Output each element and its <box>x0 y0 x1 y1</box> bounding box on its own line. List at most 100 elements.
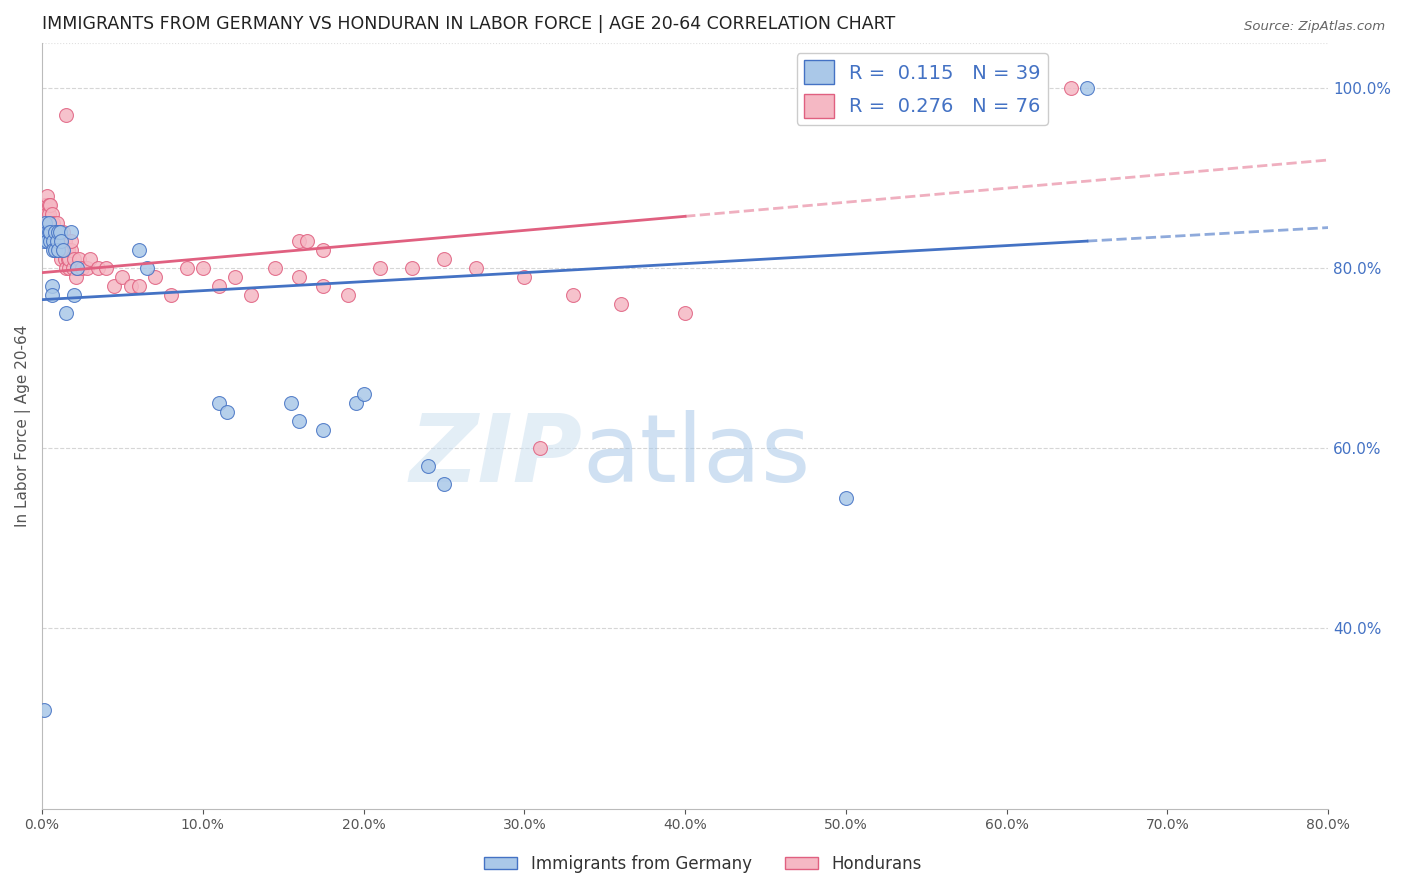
Point <box>58 252 80 266</box>
Point <box>46 243 69 257</box>
Point <box>46 234 69 248</box>
Point <box>41 225 63 239</box>
Point <box>297 234 319 248</box>
Point <box>312 243 335 257</box>
Point <box>344 396 367 410</box>
Point <box>191 261 214 276</box>
Point <box>42 216 65 230</box>
Point <box>312 279 335 293</box>
Point <box>208 396 231 410</box>
Point <box>368 261 391 276</box>
Point <box>96 261 118 276</box>
Point <box>143 270 166 285</box>
Point <box>120 279 142 293</box>
Point <box>38 207 60 221</box>
Point <box>53 234 76 248</box>
Point <box>465 261 488 276</box>
Point <box>42 243 65 257</box>
Point <box>45 234 67 248</box>
Point <box>529 442 551 456</box>
Point <box>72 261 94 276</box>
Text: Source: ZipAtlas.com: Source: ZipAtlas.com <box>1244 20 1385 33</box>
Point <box>35 189 58 203</box>
Legend: R =  0.115   N = 39, R =  0.276   N = 76: R = 0.115 N = 39, R = 0.276 N = 76 <box>797 53 1049 126</box>
Point <box>62 261 84 276</box>
Point <box>39 234 62 248</box>
Point <box>39 216 62 230</box>
Point <box>55 108 77 122</box>
Point <box>66 261 89 276</box>
Point <box>32 225 55 239</box>
Point <box>49 225 72 239</box>
Point <box>288 414 311 428</box>
Point <box>288 234 311 248</box>
Point <box>34 225 56 239</box>
Point <box>49 243 72 257</box>
Point <box>55 243 77 257</box>
Point <box>176 261 198 276</box>
Point <box>66 261 89 276</box>
Point <box>46 225 69 239</box>
Point <box>561 288 583 302</box>
Point <box>42 234 65 248</box>
Point <box>111 270 134 285</box>
Point <box>63 252 86 266</box>
Point <box>52 243 75 257</box>
Point <box>45 225 67 239</box>
Point <box>215 405 238 419</box>
Point <box>312 423 335 437</box>
Point <box>55 306 77 320</box>
Point <box>128 243 150 257</box>
Point <box>44 225 66 239</box>
Point <box>32 234 55 248</box>
Point <box>135 261 157 276</box>
Point <box>44 243 66 257</box>
Point <box>32 207 55 221</box>
Point <box>34 198 56 212</box>
Point <box>51 243 73 257</box>
Point <box>288 270 311 285</box>
Point <box>76 261 98 276</box>
Point <box>39 198 62 212</box>
Point <box>35 234 58 248</box>
Point <box>67 252 90 266</box>
Point <box>45 216 67 230</box>
Point <box>52 225 75 239</box>
Point <box>41 288 63 302</box>
Legend: Immigrants from Germany, Hondurans: Immigrants from Germany, Hondurans <box>477 848 929 880</box>
Point <box>610 297 633 311</box>
Point <box>353 387 375 401</box>
Point <box>34 216 56 230</box>
Point <box>63 288 86 302</box>
Point <box>34 216 56 230</box>
Point <box>336 288 359 302</box>
Point <box>159 288 181 302</box>
Point <box>280 396 302 410</box>
Point <box>60 234 83 248</box>
Point <box>208 279 231 293</box>
Point <box>35 207 58 221</box>
Point <box>56 243 79 257</box>
Point <box>32 702 55 716</box>
Text: atlas: atlas <box>582 410 810 502</box>
Point <box>673 306 696 320</box>
Point <box>55 261 77 276</box>
Point <box>41 207 63 221</box>
Point <box>79 252 101 266</box>
Point <box>240 288 263 302</box>
Point <box>44 243 66 257</box>
Point <box>87 261 110 276</box>
Point <box>416 459 439 474</box>
Point <box>60 225 83 239</box>
Point <box>39 225 62 239</box>
Point <box>41 279 63 293</box>
Point <box>433 477 456 491</box>
Point <box>65 270 87 285</box>
Point <box>1076 81 1098 95</box>
Point <box>433 252 456 266</box>
Point <box>835 491 858 505</box>
Point <box>52 243 75 257</box>
Y-axis label: In Labor Force | Age 20-64: In Labor Force | Age 20-64 <box>15 325 31 527</box>
Point <box>60 243 83 257</box>
Point <box>224 270 246 285</box>
